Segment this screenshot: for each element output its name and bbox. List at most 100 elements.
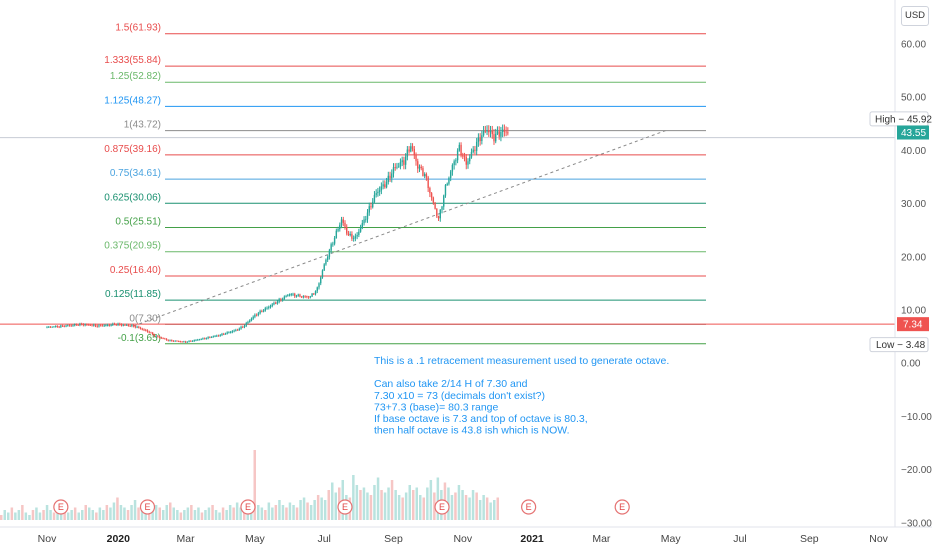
price-tick-label: 0.00: [901, 359, 921, 370]
candle-body: [141, 328, 143, 330]
candle-body: [115, 324, 117, 326]
price-axis[interactable]: 60.00 50.00 40.00 30.00 20.00 10.00 0.00 −10.00…: [869, 0, 932, 529]
candle-body: [49, 326, 52, 328]
candle-body: [349, 233, 351, 236]
annotation-line: 73+7.3 (base)= 80.3 range: [374, 401, 499, 413]
candle-body: [60, 325, 62, 327]
candle-body: [167, 339, 169, 341]
volume-bar: [373, 485, 376, 520]
candle-body: [274, 302, 277, 304]
candle-body: [235, 329, 237, 331]
candle-body: [184, 341, 187, 343]
candle-body: [441, 206, 443, 210]
volume-bar: [3, 510, 6, 520]
candle-body: [273, 302, 275, 305]
candle-body: [417, 161, 419, 169]
candle-body: [430, 193, 433, 198]
candle-body: [191, 340, 194, 342]
currency-button[interactable]: USD: [901, 6, 929, 26]
volume-bar: [285, 507, 288, 520]
fib-level-label: 0.75(34.61): [110, 168, 161, 179]
candle-body: [389, 175, 391, 179]
candle-body: [203, 338, 206, 340]
earnings-marker[interactable]: E: [434, 499, 450, 515]
candle-body: [378, 190, 381, 192]
candle-body: [472, 149, 474, 152]
volume-bar: [225, 510, 228, 520]
candle-body: [198, 339, 201, 341]
candle-body: [207, 337, 209, 339]
volume-bar: [21, 505, 24, 520]
fib-level-label: 0.625(30.06): [104, 192, 161, 203]
candle-body: [193, 340, 195, 341]
volume-bar: [468, 497, 471, 520]
volume-bar: [45, 505, 49, 520]
earnings-marker[interactable]: E: [337, 499, 353, 515]
candle-body: [399, 162, 402, 167]
high-label: High − 45.92: [875, 114, 932, 125]
volume-bar: [352, 475, 355, 520]
candle-body: [229, 332, 232, 333]
candle-body: [231, 331, 234, 333]
volume-bar: [63, 510, 66, 520]
candle-body: [314, 291, 317, 294]
candle-body: [463, 155, 466, 158]
volume-bar: [260, 507, 264, 520]
candle-body: [455, 160, 457, 162]
volume-bar: [404, 492, 408, 520]
candle-body: [313, 293, 315, 295]
candle-body: [67, 325, 69, 327]
candle-body: [132, 325, 135, 327]
earnings-marker-letter: E: [245, 502, 251, 512]
candle-body: [93, 324, 95, 326]
candle-body: [495, 133, 497, 142]
candle-body: [68, 325, 71, 327]
volume-bar: [309, 505, 313, 520]
candle-body: [337, 229, 339, 231]
candle-body: [228, 332, 230, 334]
candle-body: [98, 325, 100, 327]
fib-level-label: 0.875(39.16): [104, 144, 161, 155]
trend-line[interactable]: [133, 130, 666, 327]
candle-body: [333, 237, 336, 244]
candle-body: [462, 155, 464, 157]
candle-body: [404, 156, 407, 165]
fibonacci-extension[interactable]: 1.5(61.93) 1.333(55.84) 1.25(52.82) 1.125(4…: [0, 23, 895, 345]
volume-bar: [98, 507, 102, 520]
volume-bar: [426, 487, 429, 520]
volume-bar: [412, 490, 415, 520]
earnings-marker[interactable]: E: [53, 499, 69, 515]
time-axis[interactable]: Nov 2020 Mar May Jul Sep Nov 2021 Mar May Jul Sep No…: [0, 526, 932, 545]
candle-body: [214, 336, 216, 337]
candle-body: [54, 325, 57, 327]
candle-body: [190, 340, 192, 342]
candle-body: [110, 325, 112, 326]
volume-bar: [496, 497, 499, 520]
volume-bar: [38, 512, 42, 520]
candle-body: [240, 326, 242, 329]
annotation-text[interactable]: This is a .1 retracement measurement use…: [374, 355, 669, 437]
candle-body: [157, 335, 159, 337]
earnings-marker-circle: [240, 499, 256, 515]
volume-bar: [478, 500, 482, 520]
fib-level-label: 0.125(11.85): [105, 289, 161, 300]
earnings-marker[interactable]: E: [614, 499, 630, 515]
trend-line-segment[interactable]: [133, 130, 666, 327]
candle-body: [392, 167, 395, 174]
earnings-marker[interactable]: E: [240, 499, 256, 515]
candle-body: [250, 318, 253, 321]
candle-body: [365, 219, 367, 221]
candle-body: [87, 324, 90, 326]
volume-bar: [84, 505, 87, 520]
candle-body: [453, 161, 455, 166]
candle-body: [294, 293, 296, 297]
earnings-marker[interactable]: E: [521, 499, 537, 515]
candle-body: [297, 294, 299, 296]
earnings-marker[interactable]: E: [139, 499, 156, 515]
candle-body: [366, 212, 369, 220]
volume-bar: [489, 502, 492, 520]
candle-body: [307, 296, 310, 298]
candle-body: [356, 235, 358, 237]
